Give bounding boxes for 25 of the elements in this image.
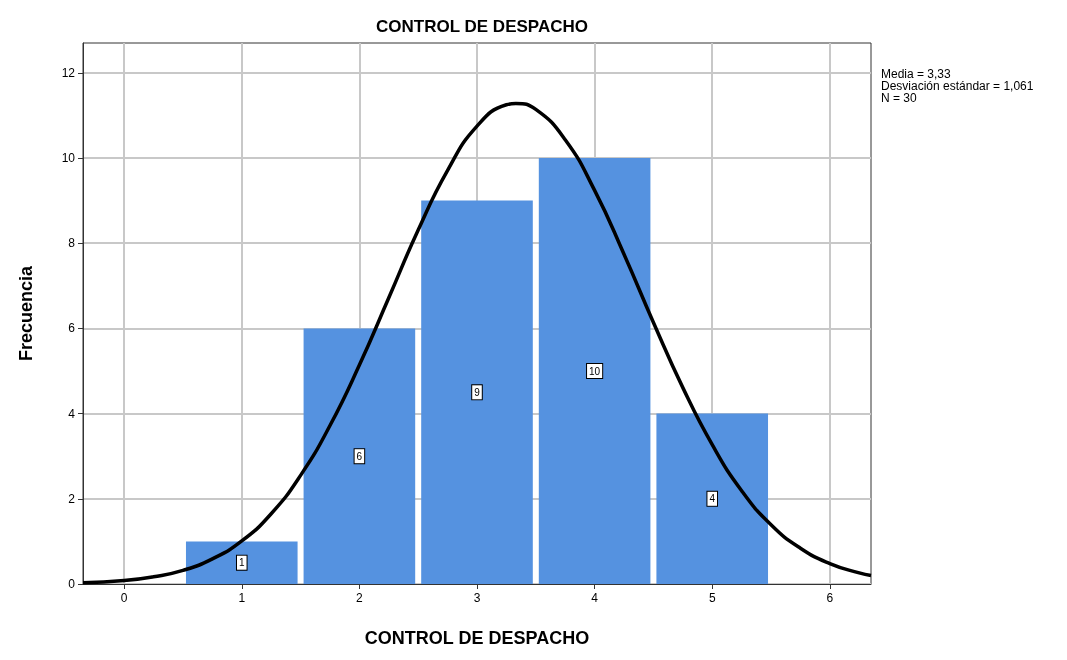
y-axis-title: Frecuencia [16, 264, 36, 362]
chart-title: CONTROL DE DESPACHO [376, 17, 588, 36]
y-tick-label: 12 [61, 65, 76, 80]
data-label: 1 [238, 557, 245, 569]
y-tick-label: 8 [68, 236, 76, 251]
y-tick-label: 10 [61, 151, 76, 166]
text: N = 30 [881, 91, 918, 105]
x-tick-label: 5 [708, 591, 716, 605]
x-tick-label: 6 [826, 591, 834, 605]
x-tick-label: 4 [591, 591, 599, 605]
text: Desviación estándar = 1,061 [881, 79, 1034, 93]
data-label: 9 [474, 386, 481, 398]
x-tick-label: 1 [238, 591, 246, 605]
x-tick-label: 2 [356, 591, 364, 605]
y-tick-label: 0 [68, 577, 76, 591]
y-tick-label: 2 [68, 491, 76, 506]
x-tick-label: 3 [473, 591, 481, 605]
data-label: 4 [709, 493, 716, 505]
x-axis-title: CONTROL DE DESPACHO [364, 628, 590, 648]
x-tick-label: 0 [120, 591, 128, 605]
data-label: 6 [356, 450, 363, 462]
text: Media = 3,33 [881, 67, 952, 81]
y-tick-label: 4 [68, 406, 76, 421]
y-tick-label: 6 [68, 321, 76, 336]
data-label: 10 [589, 365, 601, 377]
